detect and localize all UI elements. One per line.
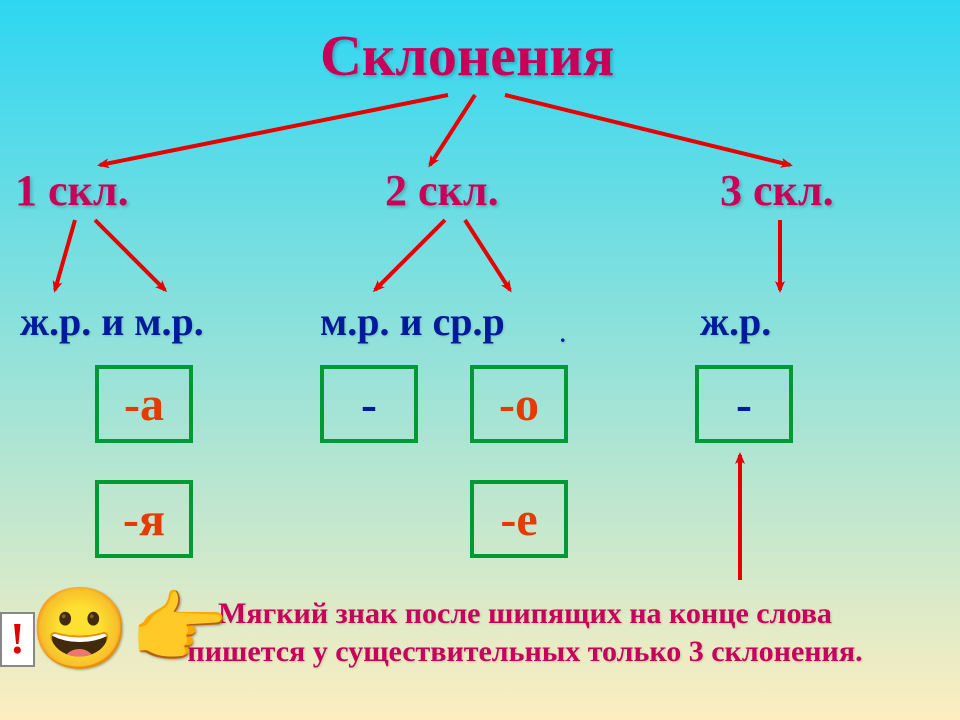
diagram-canvas: Склонения Мягкий знак после шипящих на к… [0,0,960,720]
ending-box-4: -я [95,480,193,558]
declension-label-2: 2 скл. [385,165,499,216]
ending-box-0: -а [95,365,193,443]
footnote: Мягкий знак после шипящих на конце слова… [165,595,885,670]
arrow-4 [95,220,165,290]
arrow-1 [430,95,475,165]
smiley-icon: 😀👉 [30,590,229,670]
arrow-2 [505,95,790,165]
diagram-title: Склонения [320,22,614,89]
declension-label-3: 3 скл. [720,165,834,216]
gender-label-2: . [560,322,566,348]
gender-label-0: ж.р. и м.р. [20,298,204,345]
arrow-3 [55,220,75,290]
arrow-0 [100,95,448,165]
arrow-6 [465,220,510,290]
ending-box-3: - [695,365,793,443]
ending-box-2: -о [470,365,568,443]
arrow-5 [375,220,445,290]
ending-box-1: - [320,365,418,443]
ending-box-5: -е [470,480,568,558]
gender-label-1: м.р. и ср.р [320,298,505,345]
declension-label-1: 1 скл. [15,165,129,216]
gender-label-3: ж.р. [700,298,771,345]
